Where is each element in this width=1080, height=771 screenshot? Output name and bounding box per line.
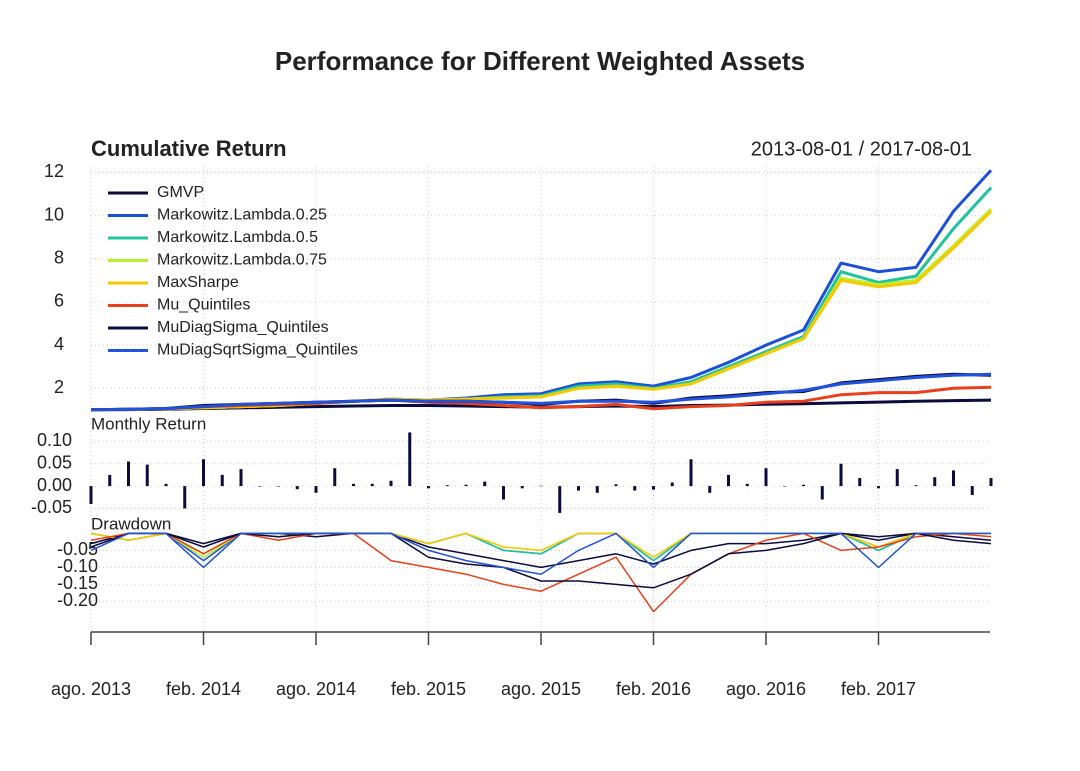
bar xyxy=(183,486,187,509)
legend-label: GMVP xyxy=(157,184,204,201)
y-tick-label: -0.05 xyxy=(31,497,72,517)
bar xyxy=(295,486,299,490)
bar xyxy=(952,470,955,487)
legend-label: Mu_Quintiles xyxy=(157,297,250,314)
y-tick-label: 0.00 xyxy=(37,475,72,495)
bar xyxy=(895,469,899,487)
bar xyxy=(727,474,730,487)
y-tick-label: 6 xyxy=(54,291,64,311)
bar xyxy=(127,461,130,487)
bar xyxy=(89,486,93,504)
y-tick-label: -0.05 xyxy=(57,539,98,559)
bar xyxy=(820,486,824,500)
bar xyxy=(577,486,580,491)
y-tick-label: 4 xyxy=(54,334,64,354)
y-tick-label: -0.15 xyxy=(57,573,98,593)
bar xyxy=(389,480,393,487)
series-line xyxy=(90,372,992,412)
bar xyxy=(652,486,655,490)
legend-label: MuDiagSqrtSigma_Quintiles xyxy=(157,342,358,359)
series-line xyxy=(90,532,991,575)
legend-label: Markowitz.Lambda.0.25 xyxy=(157,207,327,224)
x-tick-label: ago. 2013 xyxy=(51,679,131,699)
bar xyxy=(502,486,505,500)
bar xyxy=(145,464,149,487)
bar xyxy=(539,485,543,487)
bar xyxy=(595,486,599,493)
legend-label: Markowitz.Lambda.0.5 xyxy=(157,229,318,246)
bar xyxy=(877,486,880,489)
x-tick-label: ago. 2014 xyxy=(276,679,356,699)
y-tick-label: 0.10 xyxy=(37,430,72,450)
bar xyxy=(745,483,749,487)
bar xyxy=(445,485,449,487)
bar xyxy=(239,469,243,487)
panel-title: Drawdown xyxy=(91,514,171,533)
bar xyxy=(464,484,468,487)
bar xyxy=(689,459,693,487)
panel-title: Cumulative Return xyxy=(91,136,287,161)
bar xyxy=(483,481,487,487)
bar xyxy=(802,484,805,487)
bar xyxy=(970,486,974,496)
bar xyxy=(314,486,318,493)
bar xyxy=(277,486,280,487)
bar xyxy=(614,484,618,487)
bar xyxy=(933,477,937,487)
bar xyxy=(520,486,524,489)
bar xyxy=(258,486,262,487)
bar xyxy=(408,432,412,487)
y-tick-label: 12 xyxy=(44,161,64,181)
x-tick-label: feb. 2015 xyxy=(391,679,466,699)
y-tick-label: -0.20 xyxy=(57,590,98,610)
bar xyxy=(108,474,112,487)
bar xyxy=(858,478,862,487)
x-tick-label: feb. 2017 xyxy=(841,679,916,699)
y-tick-label: 10 xyxy=(44,204,64,224)
bar xyxy=(220,474,224,487)
y-tick-label: 0.05 xyxy=(37,452,72,472)
x-tick-label: ago. 2015 xyxy=(501,679,581,699)
x-tick-label: feb. 2016 xyxy=(616,679,691,699)
bar xyxy=(558,486,562,513)
bar xyxy=(427,486,430,489)
y-tick-label: 2 xyxy=(54,377,64,397)
bar xyxy=(202,459,205,487)
bar xyxy=(764,468,768,487)
bar xyxy=(352,483,355,487)
date-range: 2013-08-01 / 2017-08-01 xyxy=(751,138,972,160)
legend-label: Markowitz.Lambda.0.75 xyxy=(157,252,327,269)
bar xyxy=(708,486,712,493)
bar xyxy=(333,468,337,487)
x-tick-label: ago. 2016 xyxy=(726,679,806,699)
bar xyxy=(989,478,993,487)
bar xyxy=(783,486,787,487)
chart-title: Performance for Different Weighted Asset… xyxy=(275,46,805,76)
bar xyxy=(914,485,918,487)
bar xyxy=(164,483,168,487)
bar xyxy=(633,486,637,491)
legend-label: MuDiagSigma_Quintiles xyxy=(157,319,329,336)
y-tick-label: 8 xyxy=(54,248,64,268)
bar xyxy=(839,463,843,487)
bar xyxy=(670,482,674,487)
bar xyxy=(370,483,374,487)
legend-label: MaxSharpe xyxy=(157,274,239,291)
x-tick-label: feb. 2014 xyxy=(166,679,241,699)
y-tick-label: -0.10 xyxy=(57,556,98,576)
panel-title: Monthly Return xyxy=(91,414,206,433)
